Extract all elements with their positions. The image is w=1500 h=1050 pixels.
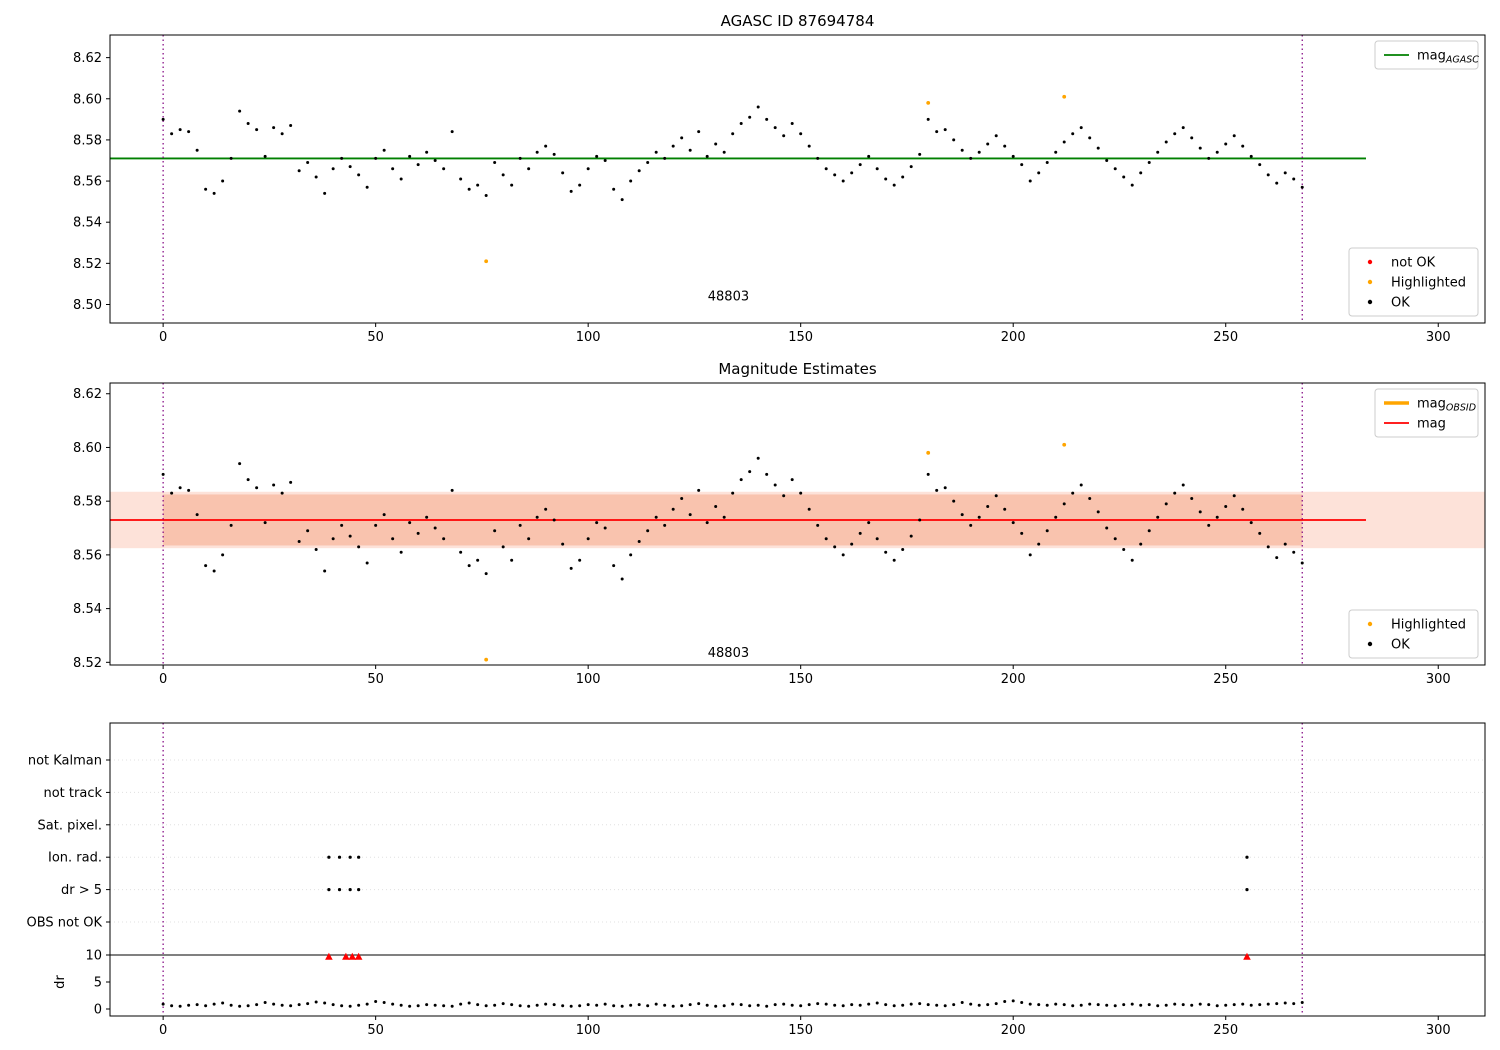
highlighted-points	[484, 94, 1067, 264]
x-tick-label: 200	[1001, 672, 1026, 687]
x-tick-label: 250	[1213, 1023, 1238, 1038]
y-tick-label: 8.52	[73, 257, 102, 272]
chart-title: AGASC ID 87694784	[721, 12, 875, 30]
highlighted-points	[484, 442, 1067, 662]
x-tick-label: 50	[367, 1023, 384, 1038]
y-tick-label: 8.62	[73, 51, 102, 66]
x-tick-label: 200	[1001, 1023, 1026, 1038]
legend-lower: Highlighted OK	[1348, 609, 1479, 659]
y-tick-label: 8.58	[73, 495, 102, 510]
x-tick-label: 0	[159, 672, 167, 687]
legend-dot-sample	[1367, 621, 1373, 627]
y-tick-label: 8.60	[73, 92, 102, 107]
x-tick-label: 50	[367, 330, 384, 345]
chart-mag-estimates: 48803 0 50 100 150 200 250 300 8.52 8.54 8.56 8.58 8…	[73, 360, 1486, 687]
x-tick-label: 0	[159, 1023, 167, 1038]
y-tick-label: 8.52	[73, 656, 102, 671]
y-tick-label: 8.56	[73, 548, 102, 563]
x-tick-label: 150	[788, 1023, 813, 1038]
y-tick-label: 8.60	[73, 441, 102, 456]
y-tick-label: 8.62	[73, 387, 102, 402]
flag-category-label: Sat. pixel.	[38, 818, 102, 833]
legend-upper: magOBSID mag	[1374, 388, 1479, 438]
x-tick-label: 100	[576, 672, 601, 687]
legend-label: magAGASC	[1417, 49, 1479, 66]
chart-title: Magnitude Estimates	[718, 360, 876, 378]
y-tick-label: 8.50	[73, 298, 102, 313]
legend-label: Highlighted	[1391, 618, 1466, 633]
legend-box	[1348, 247, 1479, 317]
obsid-label: 48803	[708, 646, 749, 661]
ok-points	[161, 456, 1304, 581]
ok-points	[161, 105, 1304, 202]
dr-tick-label: 5	[94, 976, 102, 991]
legend-label: OK	[1391, 296, 1410, 311]
y-tick-label: 8.54	[73, 602, 102, 617]
legend-label: Highlighted	[1391, 276, 1466, 291]
legend-lower: not OK Highlighted OK	[1348, 247, 1479, 317]
x-tick-label: 200	[1001, 330, 1026, 345]
legend-upper: magAGASC	[1374, 40, 1479, 70]
x-tick-label: 150	[788, 330, 813, 345]
legend-dot-sample	[1367, 259, 1373, 265]
y-tick-label: 8.56	[73, 175, 102, 190]
x-tick-label: 250	[1213, 672, 1238, 687]
legend-box	[1374, 388, 1479, 438]
axes-frame	[109, 34, 1486, 324]
legend-box	[1374, 40, 1479, 70]
flag-category-label: not Kalman	[28, 754, 102, 769]
x-tick-label: 0	[159, 330, 167, 345]
flag-category-label: OBS not OK	[27, 916, 103, 931]
x-tick-label: 300	[1426, 672, 1451, 687]
flag-category-label: dr > 5	[61, 883, 102, 898]
flag-category-label: not track	[43, 786, 102, 801]
legend-label: OK	[1391, 638, 1410, 653]
x-tick-label: 100	[576, 330, 601, 345]
legend-dot-sample	[1367, 299, 1373, 305]
chart-flags-dr: not Kalman not track Sat. pixel. Ion. rad. d…	[27, 722, 1486, 1038]
y-tick-label: 8.54	[73, 216, 102, 231]
x-tick-label: 300	[1426, 330, 1451, 345]
legend-dot-sample	[1367, 641, 1373, 647]
x-tick-label: 100	[576, 1023, 601, 1038]
dr-clipped-markers	[325, 952, 1251, 960]
dr-tick-label: 10	[85, 949, 102, 964]
dr-axis-label: dr	[53, 975, 68, 989]
legend-label: magOBSID	[1417, 397, 1476, 414]
legend-label: not OK	[1391, 256, 1436, 271]
axes-frame	[109, 722, 1486, 1017]
y-tick-label: 8.58	[73, 133, 102, 148]
x-tick-label: 150	[788, 672, 813, 687]
legend-box	[1348, 609, 1479, 659]
dr-points	[161, 999, 1304, 1008]
legend-dot-sample	[1367, 279, 1373, 285]
x-tick-label: 50	[367, 672, 384, 687]
axes-frame	[109, 382, 1486, 666]
flag-category-label: Ion. rad.	[48, 851, 102, 866]
legend-label: mag	[1417, 417, 1446, 432]
chart-agasc-mag: 48803 0 50 100 150 200 250 300 8.50 8.52 8.54 8.56 8…	[73, 12, 1486, 345]
obsid-label: 48803	[708, 289, 749, 304]
dr-tick-label: 0	[94, 1003, 102, 1018]
flag-points	[327, 855, 1249, 892]
x-tick-label: 300	[1426, 1023, 1451, 1038]
x-tick-label: 250	[1213, 330, 1238, 345]
